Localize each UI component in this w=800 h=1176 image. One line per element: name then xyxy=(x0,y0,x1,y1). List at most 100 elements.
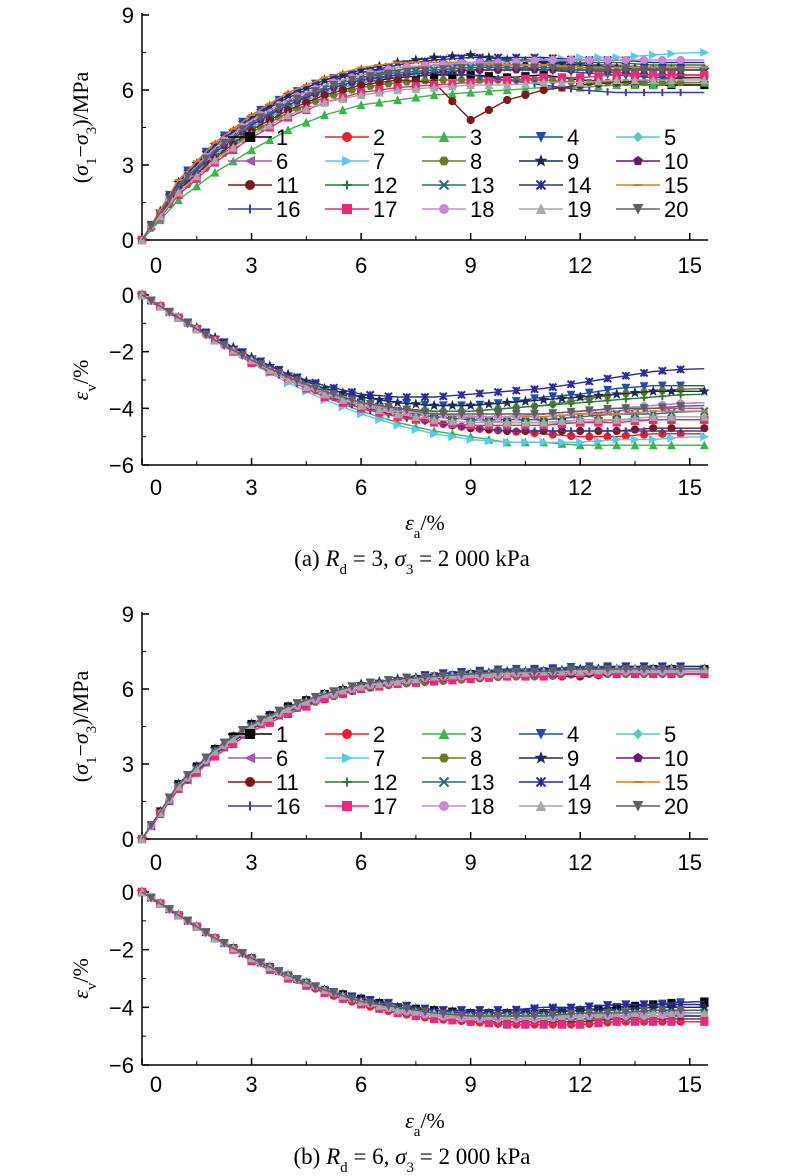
data-point xyxy=(292,94,302,104)
data-point xyxy=(639,382,649,392)
legend-item-1: 1 xyxy=(228,722,288,747)
data-point xyxy=(475,389,485,398)
data-point xyxy=(639,368,649,378)
data-point xyxy=(247,145,256,155)
data-point xyxy=(466,80,476,90)
legend-marker xyxy=(535,729,547,740)
legend-label: 15 xyxy=(664,770,688,795)
data-point xyxy=(621,65,631,75)
data-point xyxy=(438,409,448,419)
data-point xyxy=(584,1009,594,1018)
x-tick-label: 9 xyxy=(465,475,477,500)
data-point xyxy=(475,1011,485,1021)
legend-label: 14 xyxy=(567,770,591,795)
data-point xyxy=(539,437,549,447)
legend-item-14: 14 xyxy=(519,770,591,795)
y-tick-label: −2 xyxy=(109,938,134,963)
data-point xyxy=(648,440,658,450)
data-point xyxy=(483,398,495,409)
data-point xyxy=(238,949,247,958)
data-point xyxy=(201,330,211,340)
legend-marker xyxy=(438,776,450,788)
data-point xyxy=(603,1000,612,1010)
data-point xyxy=(699,440,709,450)
data-point xyxy=(530,384,539,394)
data-point xyxy=(201,154,211,164)
data-point xyxy=(603,664,612,674)
legend-item-2: 2 xyxy=(325,125,385,150)
data-point xyxy=(621,404,631,414)
x-axis-label: εa/% xyxy=(405,510,445,542)
legend-marker xyxy=(342,132,352,142)
data-point xyxy=(630,440,640,450)
data-point xyxy=(621,1000,631,1009)
data-point xyxy=(667,75,676,85)
series-line xyxy=(141,891,705,1017)
data-point xyxy=(146,222,156,231)
data-point xyxy=(447,81,457,91)
data-point xyxy=(639,664,649,674)
legend-item-6: 6 xyxy=(228,746,288,771)
data-point xyxy=(647,385,659,396)
y-tick-label: 6 xyxy=(122,677,134,702)
legend-marker xyxy=(342,729,352,739)
data-point xyxy=(530,63,539,73)
data-point xyxy=(521,79,530,88)
series-19 xyxy=(137,75,709,245)
series-line xyxy=(141,673,705,840)
legend-label: 6 xyxy=(276,149,288,174)
data-point xyxy=(657,65,667,75)
data-point xyxy=(347,387,357,397)
data-point xyxy=(556,392,568,404)
data-point xyxy=(519,395,531,406)
series-line xyxy=(141,891,705,1023)
series-16 xyxy=(141,891,705,1023)
data-point xyxy=(612,1017,621,1026)
data-point xyxy=(484,105,494,115)
series-line xyxy=(141,673,705,840)
data-point xyxy=(530,1003,539,1013)
data-point xyxy=(621,1008,631,1018)
data-point xyxy=(256,113,266,123)
legend-label: 10 xyxy=(664,149,688,174)
legend-label: 19 xyxy=(567,794,591,819)
data-point xyxy=(667,424,676,433)
data-point xyxy=(493,1011,503,1021)
legend-marker xyxy=(245,132,255,142)
data-point xyxy=(630,51,640,61)
data-point xyxy=(521,90,530,100)
legend-label: 14 xyxy=(567,173,591,198)
y-tick-label: 0 xyxy=(122,827,134,852)
data-point xyxy=(700,432,710,442)
data-point xyxy=(347,395,357,405)
data-point xyxy=(356,80,366,90)
data-point xyxy=(484,436,494,446)
data-point xyxy=(566,407,576,417)
data-point xyxy=(192,181,202,191)
data-point xyxy=(201,753,211,763)
legend-marker xyxy=(245,729,255,739)
sub-caption-b: (b) Rd = 6, σ3 = 2 000 kPa xyxy=(294,1144,531,1176)
data-point xyxy=(649,424,658,433)
series-18 xyxy=(141,891,705,1023)
data-point xyxy=(238,726,247,735)
series-line xyxy=(141,71,705,241)
data-point xyxy=(338,395,348,404)
data-point xyxy=(566,65,576,75)
legend-item-5: 5 xyxy=(616,125,676,150)
data-point xyxy=(603,374,612,383)
x-tick-label: 0 xyxy=(150,1072,162,1097)
data-point xyxy=(301,382,311,392)
legend-item-4: 4 xyxy=(519,125,579,150)
data-point xyxy=(183,172,193,181)
series-line xyxy=(141,673,705,840)
y-tick-label: −4 xyxy=(109,396,134,421)
data-point xyxy=(700,424,709,433)
data-point xyxy=(594,414,603,424)
legend-marker xyxy=(535,203,547,214)
data-point xyxy=(219,738,229,748)
legend-label: 20 xyxy=(664,197,688,222)
series-14 xyxy=(141,891,705,1015)
data-point xyxy=(657,664,667,674)
data-point xyxy=(329,988,339,998)
